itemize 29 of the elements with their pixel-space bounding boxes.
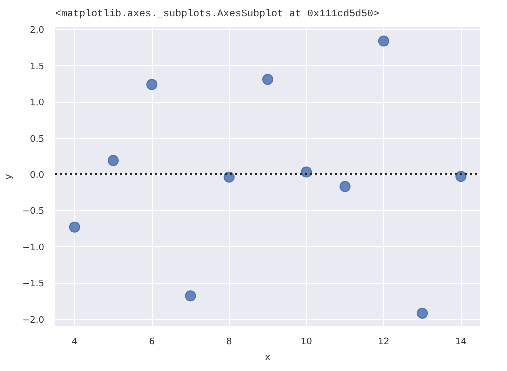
point <box>69 222 80 233</box>
y-tick-label: −2.0 <box>22 316 45 326</box>
y-axis-title: y <box>4 174 15 180</box>
y-tick-label: 1.0 <box>30 98 45 109</box>
text: <matplotlib.axes._subplots.AxesSubplot at 0x111cd5d50> <box>56 8 380 20</box>
y-tick-label: 0.5 <box>30 134 45 145</box>
x-tick-label: 14 <box>455 338 468 348</box>
x-tick-label: 12 <box>378 338 390 348</box>
y-tick-label: −0.5 <box>22 207 45 218</box>
x-tick-label: 10 <box>300 338 313 348</box>
point <box>146 79 158 90</box>
point <box>340 181 351 192</box>
point <box>185 290 196 302</box>
y-tick-label: −1.5 <box>22 280 45 290</box>
y-tick-label: 1.5 <box>30 62 45 72</box>
x-tick-label: 8 <box>226 338 232 348</box>
y-tick-label: 0.0 <box>30 170 45 181</box>
point <box>224 172 235 183</box>
x-tick-label: 6 <box>149 338 156 348</box>
point <box>108 155 119 166</box>
y-tick-label: 2.0 <box>30 26 45 36</box>
point <box>262 74 274 86</box>
point <box>417 308 428 319</box>
point <box>301 166 312 178</box>
point <box>456 171 467 182</box>
point <box>378 36 390 47</box>
x-tick-label: 4 <box>72 338 78 348</box>
y-tick-label: −1.0 <box>22 243 45 254</box>
x-axis-title: x <box>265 352 272 364</box>
